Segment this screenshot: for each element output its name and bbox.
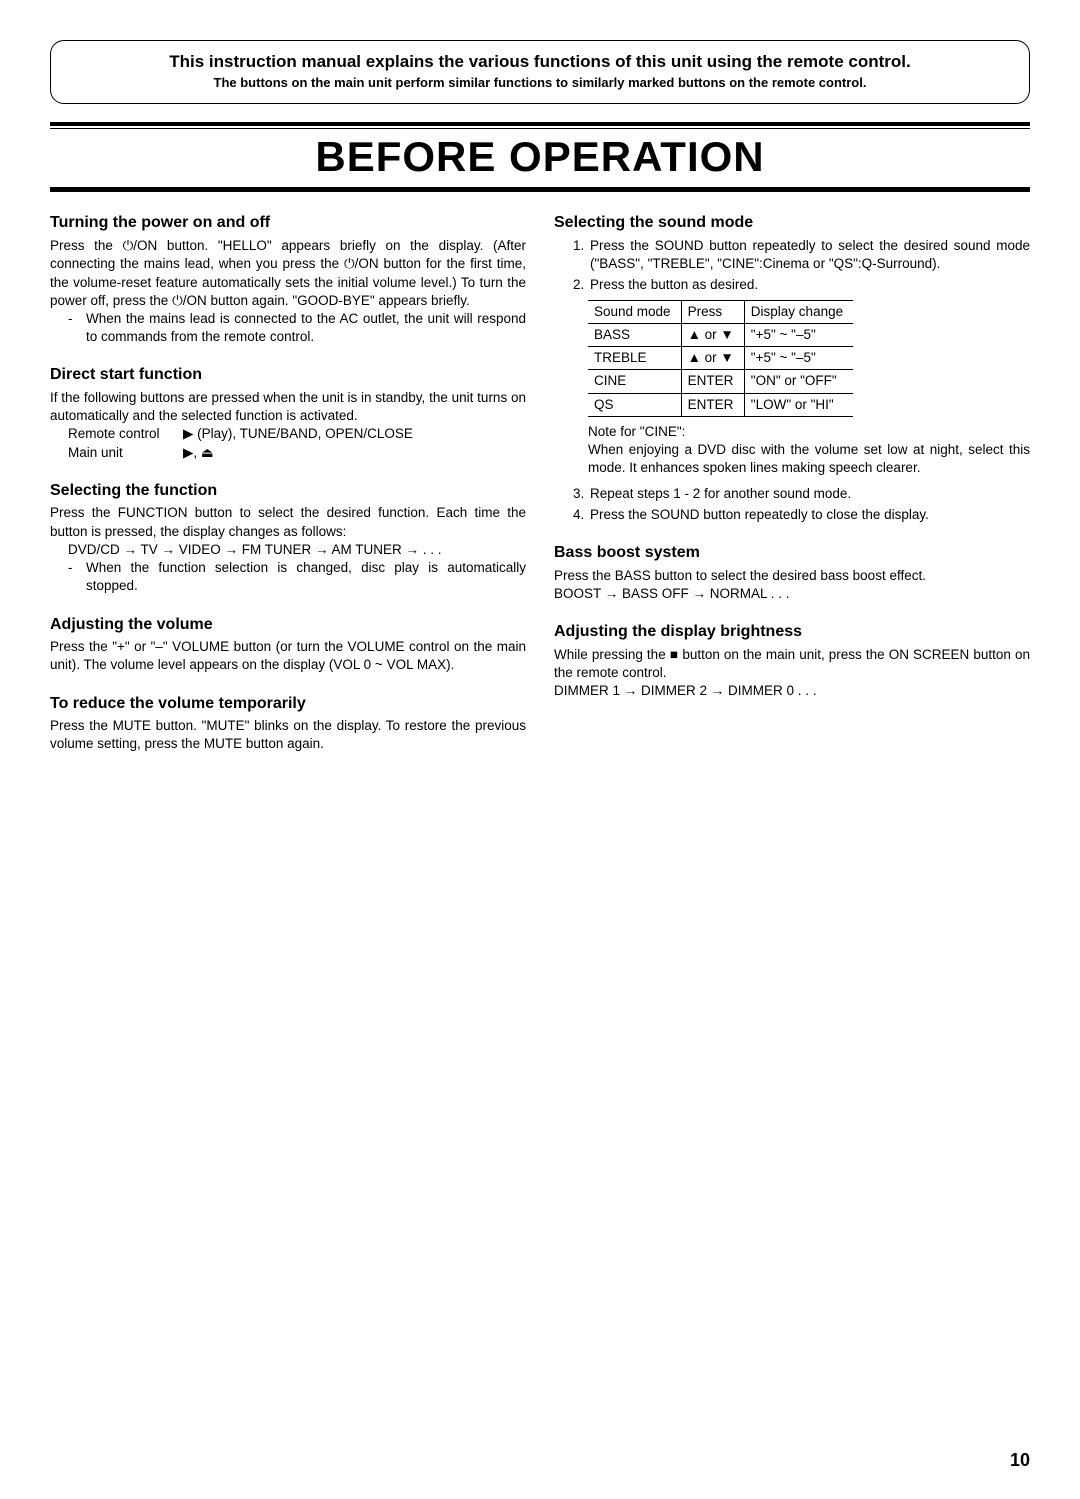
- sound-note: Note for "CINE": When enjoying a DVD dis…: [554, 423, 1030, 478]
- power-icon: ⏻: [344, 256, 355, 271]
- bass-sequence: BOOST → BASS OFF → NORMAL . . .: [554, 585, 1030, 603]
- col-header: Press: [681, 300, 744, 323]
- cell: "ON" or "OFF": [744, 370, 853, 393]
- bullet-text: When the mains lead is connected to the …: [86, 310, 526, 346]
- heading-brightness: Adjusting the display brightness: [554, 621, 1030, 643]
- heading-volume: Adjusting the volume: [50, 614, 526, 636]
- heading-power: Turning the power on and off: [50, 212, 526, 234]
- content-columns: Turning the power on and off Press the ⏻…: [50, 212, 1030, 771]
- kv-key: Remote control: [68, 425, 183, 443]
- heading-mute: To reduce the volume temporarily: [50, 693, 526, 715]
- section-power: Turning the power on and off Press the ⏻…: [50, 212, 526, 346]
- table-row: Remote control ▶ (Play), TUNE/BAND, OPEN…: [68, 425, 526, 443]
- sound-steps-bottom: Repeat steps 1 - 2 for another sound mod…: [554, 485, 1030, 523]
- list-item: Press the SOUND button repeatedly to sel…: [588, 237, 1030, 273]
- heading-bass: Bass boost system: [554, 542, 1030, 564]
- cell: TREBLE: [588, 347, 681, 370]
- direct-table: Remote control ▶ (Play), TUNE/BAND, OPEN…: [50, 425, 526, 461]
- col-header: Display change: [744, 300, 853, 323]
- txt: Press the: [50, 238, 123, 253]
- volume-paragraph: Press the "+" or "–" VOLUME button (or t…: [50, 638, 526, 674]
- heading-sound: Selecting the sound mode: [554, 212, 1030, 234]
- cell: BASS: [588, 323, 681, 346]
- table-row: Sound mode Press Display change: [588, 300, 853, 323]
- section-selecting-function: Selecting the function Press the FUNCTIO…: [50, 480, 526, 596]
- table-row: QS ENTER "LOW" or "HI": [588, 393, 853, 416]
- right-column: Selecting the sound mode Press the SOUND…: [554, 212, 1030, 771]
- note-label: Note for "CINE":: [588, 423, 1030, 441]
- cell: QS: [588, 393, 681, 416]
- table-row: CINE ENTER "ON" or "OFF": [588, 370, 853, 393]
- notice-subtitle: The buttons on the main unit perform sim…: [67, 74, 1013, 92]
- bass-paragraph: Press the BASS button to select the desi…: [554, 567, 1030, 585]
- section-direct-start: Direct start function If the following b…: [50, 364, 526, 461]
- cell: "LOW" or "HI": [744, 393, 853, 416]
- kv-key: Main unit: [68, 444, 183, 462]
- power-icon: ⏻: [123, 238, 134, 253]
- sound-mode-table: Sound mode Press Display change BASS ▲ o…: [588, 300, 853, 417]
- page-number: 10: [1010, 1450, 1030, 1471]
- table-row: TREBLE ▲ or ▼ "+5" ~ "–5": [588, 347, 853, 370]
- cell: ENTER: [681, 370, 744, 393]
- func-paragraph: Press the FUNCTION button to select the …: [50, 504, 526, 540]
- notice-title: This instruction manual explains the var…: [67, 51, 1013, 74]
- section-sound-mode: Selecting the sound mode Press the SOUND…: [554, 212, 1030, 523]
- power-icon: ⏻: [172, 293, 183, 308]
- notice-box: This instruction manual explains the var…: [50, 40, 1030, 104]
- cell: "+5" ~ "–5": [744, 347, 853, 370]
- rule-top-thick: [50, 122, 1030, 126]
- section-adjust-volume: Adjusting the volume Press the "+" or "–…: [50, 614, 526, 675]
- cell: ENTER: [681, 393, 744, 416]
- mute-paragraph: Press the MUTE button. "MUTE" blinks on …: [50, 717, 526, 753]
- cell: ▲ or ▼: [681, 347, 744, 370]
- heading-function: Selecting the function: [50, 480, 526, 502]
- txt: /ON button again. "GOOD-BYE" appears bri…: [183, 293, 470, 308]
- section-mute: To reduce the volume temporarily Press t…: [50, 693, 526, 754]
- list-item: Repeat steps 1 - 2 for another sound mod…: [588, 485, 1030, 503]
- section-bass-boost: Bass boost system Press the BASS button …: [554, 542, 1030, 603]
- note-body: When enjoying a DVD disc with the volume…: [588, 441, 1030, 477]
- left-column: Turning the power on and off Press the ⏻…: [50, 212, 526, 771]
- cell: CINE: [588, 370, 681, 393]
- dash-icon: -: [68, 559, 76, 595]
- rule-bot-thick: [50, 188, 1030, 192]
- bullet-text: When the function selection is changed, …: [86, 559, 526, 595]
- sound-steps-top: Press the SOUND button repeatedly to sel…: [554, 237, 1030, 294]
- list-item: Press the SOUND button repeatedly to clo…: [588, 506, 1030, 524]
- brightness-sequence: DIMMER 1 → DIMMER 2 → DIMMER 0 . . .: [554, 682, 1030, 700]
- section-display-brightness: Adjusting the display brightness While p…: [554, 621, 1030, 700]
- func-sequence: DVD/CD → TV → VIDEO → FM TUNER → AM TUNE…: [50, 541, 526, 559]
- direct-paragraph: If the following buttons are pressed whe…: [50, 389, 526, 425]
- func-bullet: - When the function selection is changed…: [50, 559, 526, 595]
- kv-val: ▶, ⏏: [183, 444, 526, 462]
- table-row: Main unit ▶, ⏏: [68, 444, 526, 462]
- col-header: Sound mode: [588, 300, 681, 323]
- dash-icon: -: [68, 310, 76, 346]
- brightness-paragraph: While pressing the ■ button on the main …: [554, 646, 1030, 682]
- table-row: BASS ▲ or ▼ "+5" ~ "–5": [588, 323, 853, 346]
- list-item: Press the button as desired.: [588, 276, 1030, 294]
- kv-val: ▶ (Play), TUNE/BAND, OPEN/CLOSE: [183, 425, 526, 443]
- power-bullet: - When the mains lead is connected to th…: [50, 310, 526, 346]
- page-title: BEFORE OPERATION: [50, 129, 1030, 187]
- cell: "+5" ~ "–5": [744, 323, 853, 346]
- power-paragraph: Press the ⏻/ON button. "HELLO" appears b…: [50, 237, 526, 310]
- cell: ▲ or ▼: [681, 323, 744, 346]
- heading-direct: Direct start function: [50, 364, 526, 386]
